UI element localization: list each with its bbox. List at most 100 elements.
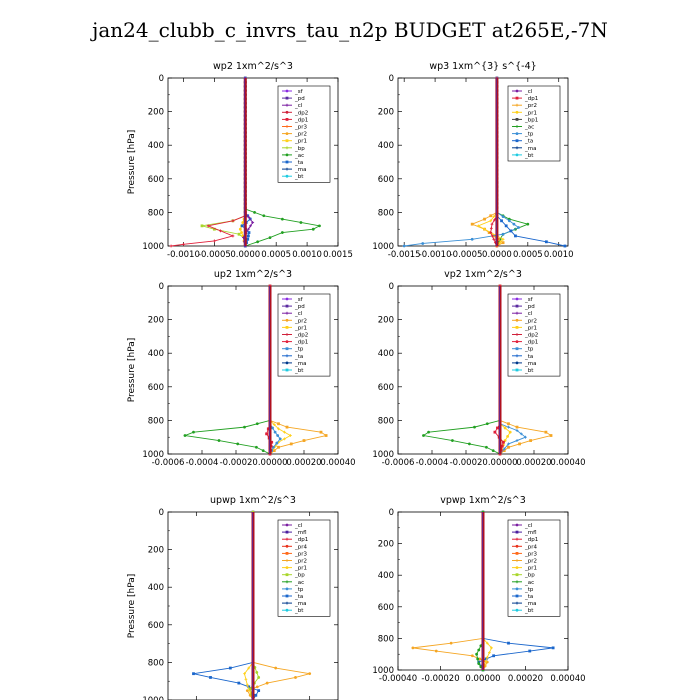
data-point: [217, 439, 221, 442]
legend-marker: [515, 523, 519, 527]
legend-label: _cl: [294, 523, 303, 529]
legend-marker: [285, 573, 289, 577]
data-point: [504, 224, 508, 228]
y-tick-label: 400: [378, 571, 394, 581]
legend-marker: [515, 566, 519, 569]
legend-label: _tp: [524, 132, 534, 138]
data-point: [238, 227, 242, 231]
data-point: [241, 221, 245, 224]
data-point: [507, 641, 510, 645]
y-tick-label: 600: [148, 175, 164, 185]
legend-marker: [515, 608, 519, 612]
legend-label: _mfl: [524, 530, 537, 536]
y-axis-label: Pressure [hPa]: [127, 574, 137, 639]
y-tick-label: 1000: [142, 242, 164, 252]
legend-label: _pr2: [294, 132, 307, 138]
legend-label: _dp2: [294, 110, 308, 116]
data-point: [477, 662, 481, 666]
legend-marker: [515, 580, 519, 584]
x-tick-label: -0.0004: [186, 458, 219, 468]
data-point: [501, 215, 505, 219]
legend-marker: [515, 361, 519, 365]
legend-marker: [515, 559, 519, 562]
legend-label: _bt: [524, 608, 534, 614]
y-tick-label: 800: [378, 208, 394, 218]
data-point: [402, 244, 406, 248]
y-axis-label: Pressure [hPa]: [127, 130, 137, 195]
legend-label: _pr2: [294, 318, 307, 324]
data-point: [492, 237, 496, 241]
data-point: [240, 224, 244, 228]
y-tick-label: 1000: [372, 242, 394, 252]
y-tick-label: 200: [148, 316, 164, 326]
legend-marker: [285, 361, 289, 365]
legend-marker: [285, 167, 289, 171]
x-tick-label: 0.0015: [323, 250, 353, 260]
data-point: [254, 693, 258, 697]
legend-label: _tp: [294, 587, 304, 593]
legend-marker: [285, 594, 289, 598]
x-tick-label: 0.0010: [292, 250, 322, 260]
data-point: [492, 654, 496, 658]
x-tick-label: 0.00040: [550, 458, 585, 468]
data-point: [485, 422, 489, 426]
legend-marker: [285, 523, 289, 527]
data-point: [517, 226, 520, 229]
legend-label: _ta: [524, 139, 533, 145]
legend-marker: [515, 118, 519, 121]
data-point: [249, 224, 252, 228]
legend-marker: [285, 368, 289, 372]
data-point: [212, 239, 216, 243]
data-point: [502, 447, 506, 451]
x-tick-label: -0.0002: [220, 458, 253, 468]
y-tick-label: 400: [378, 141, 394, 151]
x-tick-label: 0.00000: [252, 458, 287, 468]
legend-label: _pr1: [294, 139, 307, 145]
legend-marker: [285, 110, 289, 114]
legend-marker: [515, 96, 519, 100]
x-tick-label: -0.0005: [198, 250, 231, 260]
y-tick-label: 1000: [372, 666, 394, 676]
data-point: [475, 652, 479, 656]
legend-label: _dp1: [524, 537, 538, 543]
data-point: [470, 222, 474, 226]
legend-marker: [285, 347, 289, 351]
legend-marker: [285, 544, 289, 548]
y-tick-label: 200: [378, 108, 394, 118]
data-point: [246, 227, 250, 231]
legend-marker: [515, 544, 519, 548]
data-point: [289, 442, 293, 446]
data-point: [484, 660, 488, 663]
data-point: [209, 676, 212, 679]
data-point: [501, 232, 505, 236]
legend-label: _bt: [294, 368, 304, 374]
data-point: [544, 240, 548, 244]
y-tick-label: 800: [148, 658, 164, 668]
legend-label: _ta: [294, 594, 303, 600]
legend-marker: [515, 573, 519, 577]
legend-label: _pd: [294, 96, 305, 102]
legend-label: _pr1: [294, 566, 307, 572]
legend-label: _pr3: [524, 551, 538, 557]
data-point: [490, 646, 493, 650]
legend-label: _ac: [524, 580, 534, 586]
data-point: [449, 641, 453, 645]
legend-marker: [285, 559, 289, 562]
legend-label: _pd: [524, 304, 535, 310]
data-point: [528, 649, 532, 653]
legend-marker: [515, 537, 519, 541]
data-point: [551, 646, 555, 650]
legend-label: _ac: [294, 580, 304, 586]
chart-panel-1: wp2 1xm^2/s^3 0 200 400 600 800 1000-0.0010-0.…: [127, 61, 353, 260]
data-point: [257, 689, 261, 692]
y-tick-label: 800: [378, 416, 394, 426]
legend-marker: [285, 601, 289, 605]
data-point: [285, 425, 289, 429]
data-point: [549, 434, 553, 437]
data-point: [508, 430, 512, 434]
legend-label: _ma: [524, 146, 536, 152]
data-point: [503, 426, 507, 430]
data-point: [231, 234, 235, 238]
data-point: [506, 434, 510, 438]
data-point: [489, 214, 493, 218]
